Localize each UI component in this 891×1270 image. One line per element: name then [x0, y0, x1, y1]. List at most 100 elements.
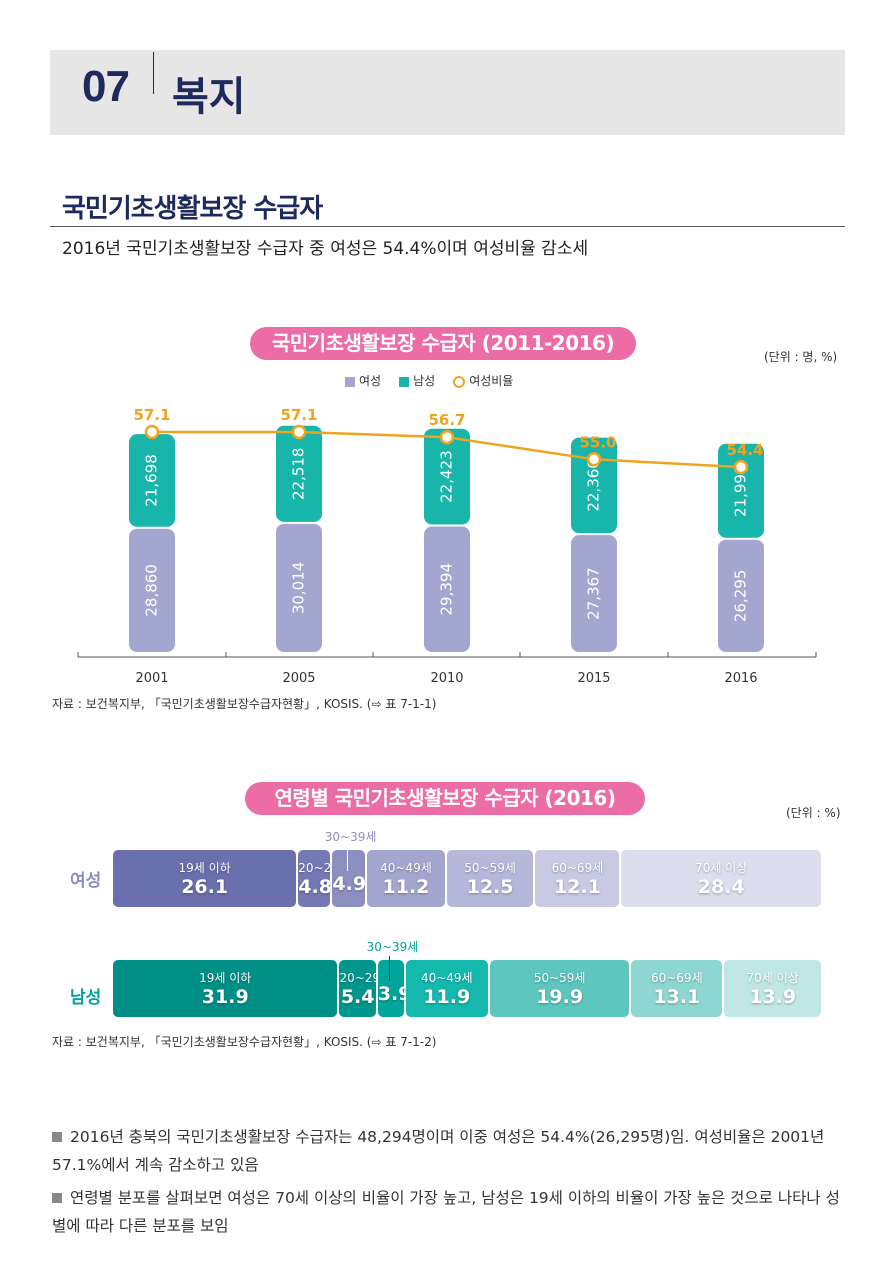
segment-female: 40~49세 11.2 [367, 850, 445, 907]
age-label: 50~59세 [464, 861, 516, 875]
ratio-point [291, 424, 307, 440]
chart2-unit: (단위 : %) [786, 806, 841, 820]
legend-female-label: 여성 [359, 374, 382, 388]
segment-male: 20~29세 5.4 [339, 960, 391, 1017]
chapter-number: 07 [82, 62, 130, 111]
bar-male-label: 21,698 [143, 454, 161, 507]
age-label: 60~69세 [650, 971, 703, 985]
segment-value: 5.4 [340, 986, 375, 1008]
section-title: 국민기초생활보장 수급자 [62, 194, 323, 224]
bar-female [571, 535, 617, 652]
segment-value: 12.5 [466, 876, 514, 898]
segment-female: 70세 이상 28.4 [621, 850, 821, 907]
segment-female: 60~69세 12.1 [535, 850, 620, 907]
segment-female: 19세 이하 26.1 [113, 850, 297, 907]
segment-value: 12.1 [553, 876, 601, 898]
age-label: 60~69세 [551, 861, 604, 875]
bar-male-label: 22,518 [290, 448, 308, 501]
segment-female: 20~29세 4.8 [298, 850, 350, 907]
x-tick-label: 2005 [282, 671, 315, 686]
ratio-label: 56.7 [428, 411, 465, 429]
segment-value: 4.9 [332, 873, 367, 895]
ratio-label: 54.4 [726, 441, 763, 459]
bar-female [718, 539, 764, 652]
segment-value: 13.9 [749, 986, 797, 1008]
segment-value: 28.4 [697, 876, 745, 898]
age-label: 19세 이하 [199, 971, 252, 985]
segment-male: 3.9 [377, 960, 412, 1017]
ratio-point [586, 452, 602, 467]
segment-male: 60~69세 13.1 [631, 960, 723, 1017]
bar-male [276, 425, 322, 522]
segment-male: 19세 이하 31.9 [113, 960, 338, 1017]
segment-value: 11.2 [382, 876, 430, 898]
bullet-square-icon [52, 1132, 62, 1142]
bullet-square-icon [52, 1193, 62, 1203]
chapter-divider [153, 52, 154, 94]
legend-male: 남성 [399, 372, 435, 389]
age-label: 70세 이상 [746, 971, 799, 985]
bar-male-label: 22,423 [438, 450, 456, 503]
x-tick-label: 2001 [135, 671, 168, 686]
age-label: 40~49세 [380, 861, 432, 875]
age-label [332, 859, 365, 873]
bar-female [276, 523, 322, 652]
bar-female-label: 27,367 [585, 567, 603, 620]
ratio-label: 57.1 [280, 406, 317, 424]
segment-value: 31.9 [201, 986, 249, 1008]
legend-ratio-label: 여성비율 [469, 374, 514, 388]
ratio-label: 55.0 [579, 433, 616, 451]
x-tick-label: 2015 [577, 671, 610, 686]
bullet-1-text: 2016년 충북의 국민기초생활보장 수급자는 48,294명이며 이중 여성은… [52, 1128, 825, 1174]
age-label: 19세 이하 [178, 861, 231, 875]
callout-arrow-icon [346, 846, 348, 871]
segment-male: 70세 이상 13.9 [724, 960, 821, 1017]
legend-female: 여성 [345, 372, 381, 389]
chart1-legend: 여성 남성 여성비율 [345, 372, 513, 389]
legend-male-swatch [399, 376, 410, 387]
legend-ratio-marker [453, 375, 466, 388]
bar-female [424, 526, 470, 652]
chart1-title: 국민기초생활보장 수급자 (2011-2016) [250, 327, 636, 360]
section-subtitle: 2016년 국민기초생활보장 수급자 중 여성은 54.4%이며 여성비율 감소… [62, 239, 589, 259]
chart1-unit: (단위 : 명, %) [764, 350, 838, 364]
bar-male [571, 437, 617, 534]
age-label: 20~29세 [339, 971, 392, 985]
age-label: 40~49세 [420, 971, 473, 985]
bar-male-label: 21,999 [732, 465, 750, 518]
age-callout-label: 30~39세 [324, 830, 377, 844]
ratio-point [733, 459, 749, 475]
age-callout-label: 30~39세 [366, 940, 419, 954]
x-tick-label: 2010 [430, 671, 463, 686]
bar-male [424, 428, 470, 525]
segment-value: 19.9 [536, 986, 584, 1008]
female-row-label: 여성 [70, 871, 102, 891]
legend-male-label: 남성 [413, 374, 436, 388]
chapter-title: 복지 [172, 74, 246, 120]
callout-arrow-icon [388, 956, 390, 981]
chart1-source: 자료 : 보건복지부, 「국민기초생활보장수급자현황」, KOSIS. (⇨ 표… [52, 697, 437, 711]
chart2-source: 자료 : 보건복지부, 「국민기초생활보장수급자현황」, KOSIS. (⇨ 표… [52, 1035, 437, 1049]
chapter-header [50, 50, 845, 135]
bar-male [129, 434, 175, 527]
age-label: 50~59세 [533, 971, 586, 985]
age-label [378, 969, 404, 983]
section-rule [50, 226, 845, 227]
bullet-1: 2016년 충북의 국민기초생활보장 수급자는 48,294명이며 이중 여성은… [52, 1123, 847, 1179]
segment-male: 40~49세 11.9 [405, 960, 488, 1017]
segment-value: 11.9 [423, 986, 471, 1008]
x-tick-label: 2016 [724, 671, 757, 686]
ratio-point [144, 424, 160, 440]
bar-female [129, 528, 175, 652]
segment-value: 26.1 [181, 876, 229, 898]
bar-female-label: 28,860 [143, 564, 161, 617]
segment-female: 4.9 [332, 850, 367, 907]
age-label: 70세 이상 [695, 861, 748, 875]
bar-male-label: 22,360 [585, 459, 603, 512]
chart2-title: 연령별 국민기초생활보장 수급자 (2016) [245, 782, 645, 815]
segment-male: 50~59세 19.9 [490, 960, 630, 1017]
segment-female: 50~59세 12.5 [446, 850, 534, 907]
segment-value: 3.9 [377, 983, 412, 1005]
legend-ratio: 여성비율 [453, 372, 513, 389]
